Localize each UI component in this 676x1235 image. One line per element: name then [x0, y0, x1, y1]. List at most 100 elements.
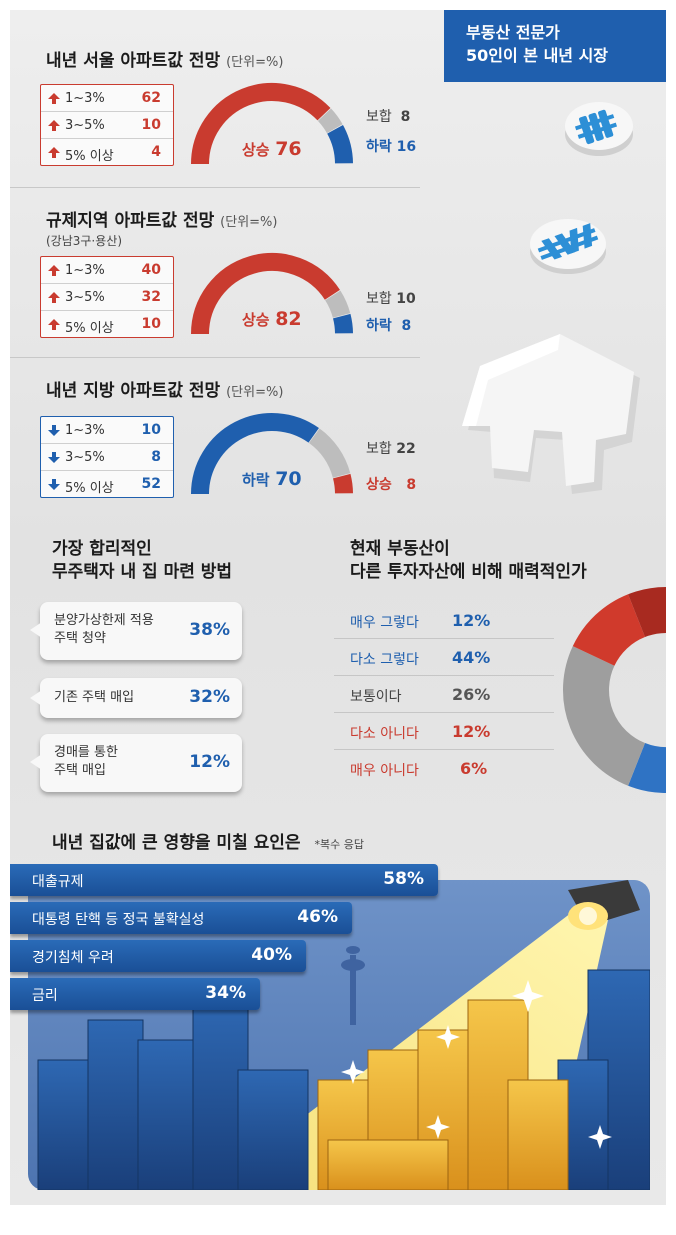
breakdown-label: 3~5% [65, 290, 105, 305]
gauge-segment-flat [308, 428, 351, 479]
breakdown-value: 4 [151, 144, 161, 160]
regulated-down-label: 하락 8 [366, 315, 411, 335]
regulated-unit: (단위=%) [220, 215, 278, 230]
attract-row: 매우 그렇다 12% [334, 602, 554, 639]
donut-slice [628, 587, 666, 638]
breakdown-label: 5% 이상 [65, 321, 114, 336]
seoul-main-label: 상승 76 [242, 138, 302, 160]
regional-title: 내년 지방 아파트값 전망 (단위=%) [46, 376, 283, 401]
gauge-flat-value: 22 [396, 441, 416, 457]
arrow-down-icon [48, 425, 60, 436]
regulated-breakdown-box: 1~3% 40 3~5% 32 5% 이상 10 [40, 256, 174, 338]
attract-donut-chart [563, 587, 666, 793]
arrow-down-icon [48, 452, 60, 463]
attract-label: 다소 아니다 [350, 726, 419, 742]
regulated-title: 규제지역 아파트값 전망 (단위=%) [46, 206, 277, 231]
attract-label: 매우 그렇다 [350, 615, 419, 631]
regional-main-label: 하락 70 [242, 468, 302, 490]
breakdown-value: 62 [141, 90, 161, 106]
breakdown-label: 1~3% [65, 423, 105, 438]
method-title-line1: 가장 합리적인 [52, 539, 152, 559]
breakdown-label: 5% 이상 [65, 481, 114, 496]
seoul-unit: (단위=%) [226, 55, 284, 70]
gauge-segment-flat [317, 108, 343, 134]
arrow-up-icon [48, 292, 60, 303]
factor-value: 58% [383, 869, 424, 889]
factor-title-text: 내년 집값에 큰 영향을 미칠 요인은 [52, 833, 301, 853]
gauge-segment-up [191, 83, 331, 165]
gauge-segment-down [191, 413, 319, 495]
attract-label: 다소 그렇다 [350, 652, 419, 668]
seoul-title-text: 내년 서울 아파트값 전망 [46, 51, 221, 71]
gauge-down-name: 하락 [366, 318, 392, 334]
attract-label: 매우 아니다 [350, 763, 419, 779]
gauge-down-name: 하락 [366, 139, 392, 155]
breakdown-label: 1~3% [65, 91, 105, 106]
gauge-segment-up [332, 473, 353, 494]
attract-value: 12% [452, 611, 491, 630]
divider [10, 357, 420, 358]
method-value: 12% [189, 752, 230, 772]
regional-unit: (단위=%) [226, 385, 284, 400]
attract-title: 현재 부동산이 다른 투자자산에 비해 매력적인가 [350, 538, 587, 584]
donut-slice [563, 646, 646, 786]
bubble-pointer [30, 690, 42, 706]
breakdown-value: 10 [141, 422, 161, 438]
factor-label: 금리 [32, 988, 58, 1004]
breakdown-row: 3~5% 8 [41, 444, 173, 471]
method-label-line1: 분양가상한제 적용 [54, 613, 154, 628]
breakdown-value: 10 [141, 117, 161, 133]
won-coin-icon [565, 102, 633, 156]
breakdown-value: 52 [141, 476, 161, 492]
regional-flat-label: 보합 22 [366, 438, 416, 458]
bubble-pointer [30, 622, 42, 638]
breakdown-row: 1~3% 40 [41, 257, 173, 284]
factor-value: 46% [297, 907, 338, 927]
breakdown-label: 5% 이상 [65, 149, 114, 164]
bubble-pointer [30, 754, 42, 770]
arrow-up-icon [48, 93, 60, 104]
method-label-line2: 주택 매입 [54, 763, 106, 778]
gauge-segment-flat [325, 290, 351, 319]
attract-row: 보통이다 26% [334, 676, 554, 713]
factor-note: *복수 응답 [314, 838, 364, 851]
attract-row: 다소 아니다 12% [334, 713, 554, 750]
breakdown-label: 3~5% [65, 118, 105, 133]
method-item: 기존 주택 매입 32% [30, 678, 242, 718]
header-badge: 부동산 전문가 50인이 본 내년 시장 [444, 10, 666, 82]
regional-title-text: 내년 지방 아파트값 전망 [46, 381, 221, 401]
infographic-panel: 부동산 전문가 50인이 본 내년 시장 내년 [10, 10, 666, 1205]
regulated-subtitle: (강남3구·용산) [46, 234, 123, 248]
gauge-main-name: 하락 [242, 471, 270, 489]
seoul-gauge [191, 83, 353, 165]
breakdown-row: 5% 이상 52 [41, 471, 173, 498]
arrow-down-icon [48, 479, 60, 490]
regional-breakdown-box: 1~3% 10 3~5% 8 5% 이상 52 [40, 416, 174, 498]
method-item: 경매를 통한 주택 매입 12% [30, 734, 242, 792]
regional-gauge [191, 413, 353, 495]
gauge-flat-name: 보합 [366, 291, 392, 307]
attract-value: 6% [460, 759, 488, 778]
breakdown-value: 40 [141, 262, 161, 278]
breakdown-label: 1~3% [65, 263, 105, 278]
breakdown-row: 3~5% 10 [41, 112, 173, 139]
method-label-line1: 기존 주택 매입 [54, 690, 135, 705]
breakdown-row: 1~3% 10 [41, 417, 173, 444]
gauge-main-value: 76 [275, 138, 302, 160]
donut-slice [572, 594, 646, 667]
gauge-flat-name: 보합 [366, 109, 392, 125]
factor-title: 내년 집값에 큰 영향을 미칠 요인은 *복수 응답 [52, 828, 364, 853]
regulated-main-label: 상승 82 [242, 308, 302, 330]
regulated-title-text: 규제지역 아파트값 전망 [46, 211, 215, 231]
gauge-up-name: 상승 [366, 477, 392, 493]
gauge-main-value: 70 [275, 468, 302, 490]
factor-bar: 경기침체 우려 40% [10, 940, 306, 972]
arrow-up-icon [48, 319, 60, 330]
seoul-breakdown-box: 1~3% 62 3~5% 10 5% 이상 4 [40, 84, 174, 166]
factor-bar: 금리 34% [10, 978, 260, 1010]
gauge-down-value: 8 [401, 318, 412, 334]
gauge-down-value: 16 [396, 139, 417, 155]
factor-label: 경기침체 우려 [32, 950, 114, 966]
attract-label: 보통이다 [350, 689, 402, 705]
breakdown-row: 3~5% 32 [41, 284, 173, 311]
